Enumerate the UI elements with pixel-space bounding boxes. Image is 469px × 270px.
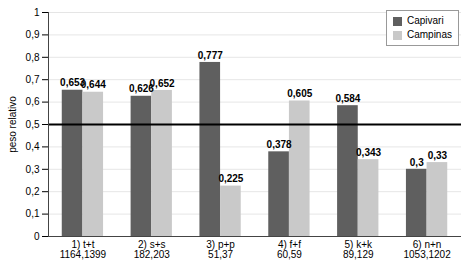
svg-text:0,653: 0,653 (60, 77, 86, 89)
html-text:Capivari: Capivari (407, 15, 444, 26)
svg-text:0,5: 0,5 (26, 119, 40, 130)
svg-text:0,584: 0,584 (335, 93, 360, 104)
svg-text:0,378: 0,378 (267, 139, 292, 150)
svg-text:0: 0 (34, 231, 40, 242)
svg-text:0,343: 0,343 (356, 147, 381, 158)
svg-text:0,3: 0,3 (26, 164, 40, 175)
svg-text:6) n+n1053,1202: 6) n+n1053,1202 (403, 239, 451, 260)
svg-text:2) s+s182,203: 2) s+s182,203 (134, 239, 171, 260)
svg-text:0,1: 0,1 (26, 208, 40, 219)
svg-text:0,4: 0,4 (26, 141, 40, 152)
svg-text:4) f+f60,59: 4) f+f60,59 (277, 239, 302, 260)
svg-text:peso relativo: peso relativo (7, 96, 18, 153)
svg-text:1) t+t1164,1399: 1) t+t1164,1399 (60, 239, 107, 260)
svg-text:0,644: 0,644 (81, 79, 106, 90)
svg-text:0,9: 0,9 (26, 29, 40, 40)
svg-text:0,8: 0,8 (26, 52, 40, 63)
html-text:Campinas: Campinas (407, 29, 452, 40)
svg-text:0,626: 0,626 (128, 83, 154, 95)
svg-text:1: 1 (34, 7, 40, 18)
svg-text:0,652: 0,652 (150, 78, 175, 89)
svg-text:0,3: 0,3 (410, 157, 424, 168)
svg-text:3) p+p51,37: 3) p+p51,37 (206, 239, 235, 260)
svg-text:0,7: 0,7 (26, 74, 40, 85)
svg-text:0,6: 0,6 (26, 96, 40, 107)
svg-text:0,605: 0,605 (287, 88, 312, 99)
svg-text:0,33: 0,33 (428, 150, 448, 161)
svg-text:0,2: 0,2 (26, 186, 40, 197)
svg-text:0,225: 0,225 (218, 173, 243, 184)
svg-text:0,777: 0,777 (198, 50, 223, 61)
svg-text:5) k+k89,129: 5) k+k89,129 (343, 239, 374, 260)
